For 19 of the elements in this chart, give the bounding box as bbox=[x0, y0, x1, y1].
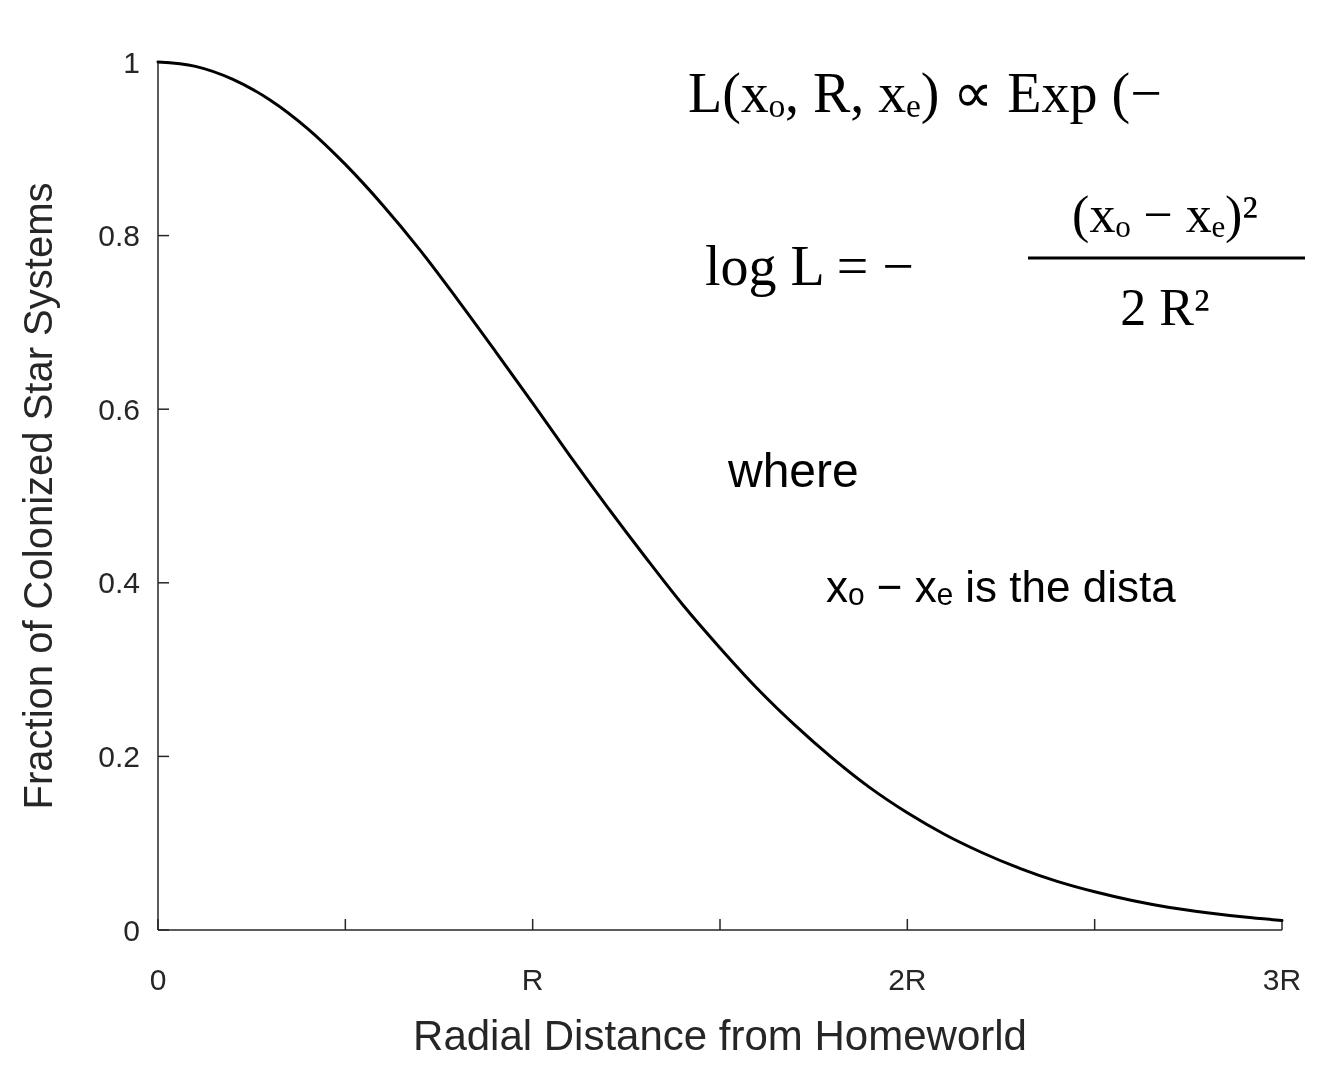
y-tick-label: 0 bbox=[123, 913, 140, 947]
y-tick-label: 0.2 bbox=[98, 739, 140, 773]
annotation: 2 R² bbox=[1120, 279, 1210, 336]
annotation: log L = − bbox=[705, 235, 914, 297]
x-axis-title: Radial Distance from Homeworld bbox=[413, 1012, 1027, 1059]
x-tick-label: R bbox=[521, 963, 544, 996]
y-tick-label: 1 bbox=[123, 45, 140, 79]
y-tick-label: 0.6 bbox=[98, 392, 140, 426]
annotation: xₒ − xₑ is the dista bbox=[826, 562, 1177, 611]
y-tick-label: 0.4 bbox=[98, 566, 140, 600]
x-tick-label: 2R bbox=[888, 963, 927, 996]
line-series bbox=[156, 60, 1284, 922]
x-tick-label: 3R bbox=[1262, 963, 1302, 996]
annotation: L(xₒ, R, xₑ) ∝ Exp (− bbox=[688, 62, 1162, 125]
annotation: (xₒ − xₑ)² bbox=[1072, 186, 1258, 244]
x-tick-label: 0 bbox=[149, 963, 167, 996]
y-axis-title: Fraction of Colonized Star Systems bbox=[16, 182, 60, 810]
y-tick-label: 0.8 bbox=[98, 219, 140, 253]
annotation: where bbox=[727, 444, 859, 497]
